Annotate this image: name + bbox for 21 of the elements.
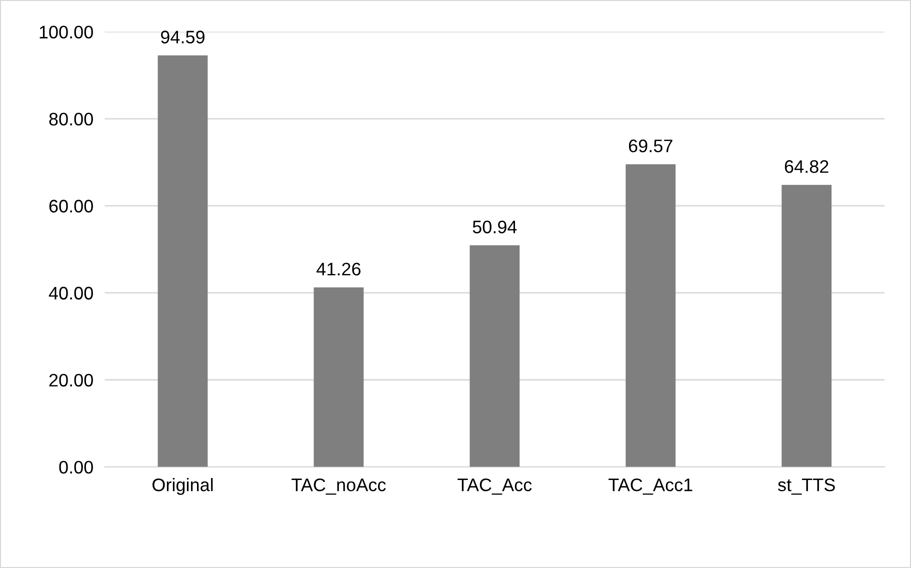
y-tick-label: 20.00 <box>49 374 93 387</box>
y-tick-label: 40.00 <box>48 286 93 300</box>
y-tick-label: 0.00 <box>59 460 93 474</box>
x-tick-label: st_TTS <box>778 478 835 495</box>
data-label: 69.57 <box>628 140 672 152</box>
y-tick-label: 60.00 <box>49 200 93 213</box>
data-label: 41.26 <box>316 262 361 276</box>
bar <box>314 287 364 467</box>
bar <box>158 55 208 467</box>
bar <box>470 245 520 467</box>
x-tick-label: Original <box>152 478 213 495</box>
bar <box>626 164 676 467</box>
bar <box>782 184 832 467</box>
x-tick-label: TAC_Acc1 <box>608 478 692 495</box>
x-tick-label: TAC_Acc <box>458 478 532 495</box>
data-label: 64.82 <box>784 160 828 173</box>
y-tick-label: 80.00 <box>49 112 93 126</box>
x-tick-label: TAC_noAcc <box>292 478 386 495</box>
y-tick-label: 100.00 <box>40 26 93 39</box>
data-label: 50.94 <box>472 220 517 234</box>
data-label: 94.59 <box>161 30 204 44</box>
